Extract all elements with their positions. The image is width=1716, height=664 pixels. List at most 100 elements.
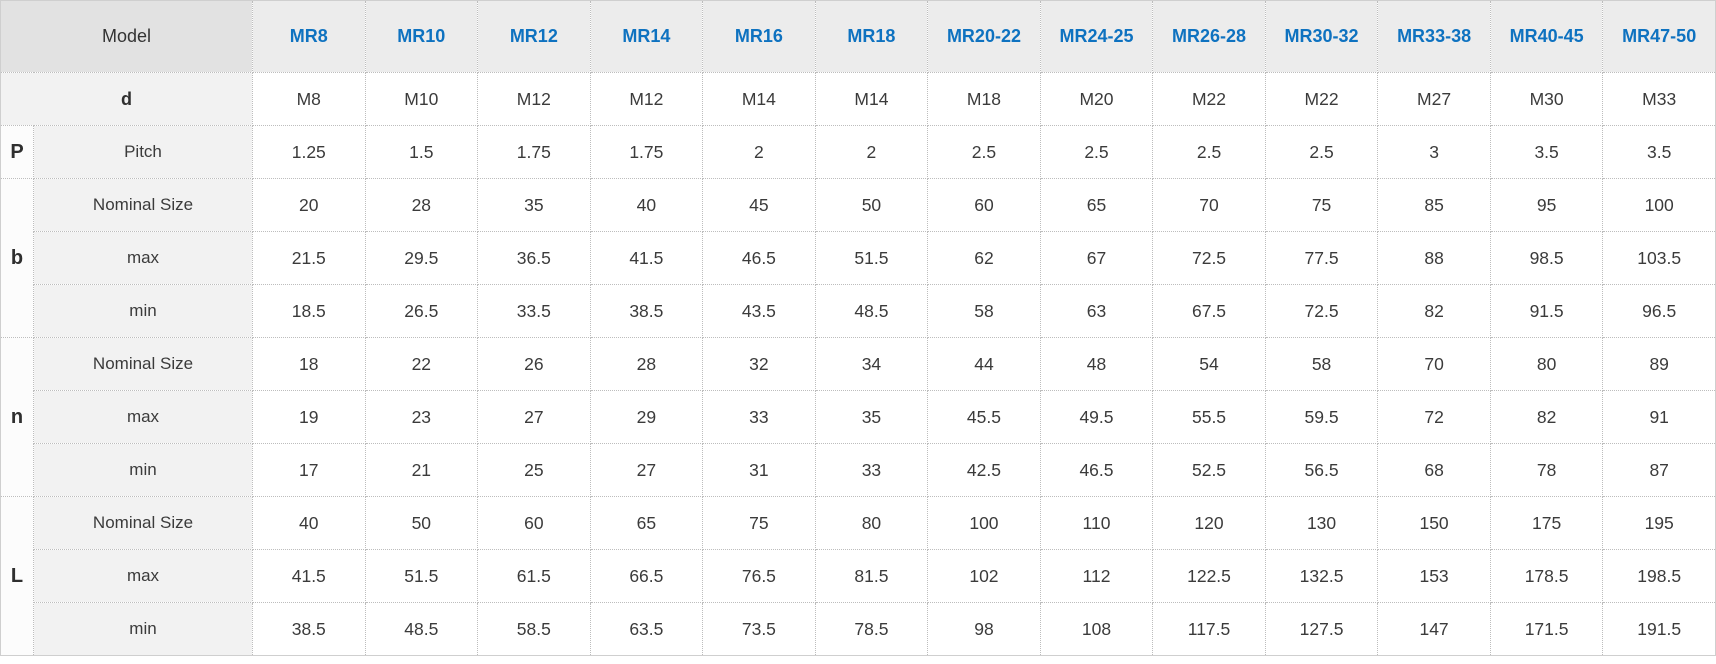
row-label-min: min: [33, 602, 253, 656]
data-cell: 46.5: [702, 231, 816, 285]
data-cell: 26: [477, 337, 591, 391]
data-cell: 33.5: [477, 284, 591, 338]
data-cell: M12: [477, 72, 591, 126]
data-cell: 81.5: [814, 549, 929, 603]
column-header: MR24-25: [1039, 0, 1154, 73]
data-cell: 32: [702, 337, 816, 391]
data-cell: 75: [702, 496, 816, 550]
data-cell: 80: [814, 496, 929, 550]
column-header: MR8: [252, 0, 366, 73]
data-cell: 2: [814, 125, 929, 179]
data-cell: 35: [814, 390, 929, 444]
data-cell: 56.5: [1264, 443, 1379, 497]
column-header: MR33-38: [1377, 0, 1491, 73]
data-cell: 178.5: [1489, 549, 1604, 603]
group-label-l: L: [0, 496, 34, 656]
data-cell: 91.5: [1489, 284, 1604, 338]
column-header: MR18: [814, 0, 929, 73]
data-cell: 77.5: [1264, 231, 1379, 285]
data-cell: 29.5: [364, 231, 479, 285]
data-cell: 2.5: [1152, 125, 1266, 179]
data-cell: 63: [1039, 284, 1154, 338]
data-cell: M27: [1377, 72, 1491, 126]
data-cell: M18: [927, 72, 1041, 126]
data-cell: 72: [1377, 390, 1491, 444]
data-cell: 3.5: [1489, 125, 1604, 179]
data-cell: 20: [252, 178, 366, 232]
data-cell: M22: [1264, 72, 1379, 126]
row-label-min: min: [33, 284, 253, 338]
data-cell: 98: [927, 602, 1041, 656]
data-cell: 45: [702, 178, 816, 232]
data-cell: 65: [589, 496, 704, 550]
data-cell: 102: [927, 549, 1041, 603]
data-cell: 132.5: [1264, 549, 1379, 603]
data-cell: M14: [814, 72, 929, 126]
data-cell: 98.5: [1489, 231, 1604, 285]
data-cell: 48.5: [814, 284, 929, 338]
data-cell: 110: [1039, 496, 1154, 550]
data-cell: 29: [589, 390, 704, 444]
data-cell: 61.5: [477, 549, 591, 603]
data-cell: 150: [1377, 496, 1491, 550]
data-cell: 44: [927, 337, 1041, 391]
data-cell: 50: [364, 496, 479, 550]
column-header: MR12: [477, 0, 591, 73]
data-cell: 2.5: [1039, 125, 1154, 179]
data-cell: 72.5: [1152, 231, 1266, 285]
column-header: MR30-32: [1264, 0, 1379, 73]
data-cell: 153: [1377, 549, 1491, 603]
data-cell: 96.5: [1602, 284, 1716, 338]
data-cell: 66.5: [589, 549, 704, 603]
column-header: MR40-45: [1489, 0, 1604, 73]
table-row: n Nominal Size 18 22 26 28 32 34 44 48 54 58 70 80 8…: [0, 337, 1716, 497]
data-cell: 58: [927, 284, 1041, 338]
data-cell: 127.5: [1264, 602, 1379, 656]
data-cell: 2.5: [1264, 125, 1379, 179]
table-row: min 17 21 25 27 31 33 42.5 46.5 52.5 56.5 68 78 87: [1, 443, 1716, 497]
data-cell: 42.5: [927, 443, 1041, 497]
data-cell: 55.5: [1152, 390, 1266, 444]
row-label-max: max: [33, 549, 253, 603]
data-cell: 85: [1377, 178, 1491, 232]
data-cell: 31: [702, 443, 816, 497]
data-cell: 28: [364, 178, 479, 232]
data-cell: 48: [1039, 337, 1154, 391]
data-cell: M33: [1602, 72, 1716, 126]
table-row: min 18.5 26.5 33.5 38.5 43.5 48.5 58 63 67.5 72.5…: [1, 284, 1716, 338]
data-cell: 89: [1602, 337, 1716, 391]
data-cell: 60: [927, 178, 1041, 232]
data-cell: 35: [477, 178, 591, 232]
data-cell: 63.5: [589, 602, 704, 656]
data-cell: 198.5: [1602, 549, 1716, 603]
data-cell: 103.5: [1602, 231, 1716, 285]
data-cell: 95: [1489, 178, 1604, 232]
row-label-max: max: [33, 390, 253, 444]
data-cell: 52.5: [1152, 443, 1266, 497]
data-cell: 82: [1489, 390, 1604, 444]
data-cell: 28: [589, 337, 704, 391]
data-cell: 58: [1264, 337, 1379, 391]
data-cell: 78: [1489, 443, 1604, 497]
data-cell: 1.5: [364, 125, 479, 179]
data-cell: 60: [477, 496, 591, 550]
data-cell: 70: [1377, 337, 1491, 391]
table-row: min 38.5 48.5 58.5 63.5 73.5 78.5 98 108 117.5 12…: [1, 602, 1716, 656]
data-cell: 41.5: [252, 549, 366, 603]
data-cell: 1.75: [589, 125, 704, 179]
data-cell: 27: [589, 443, 704, 497]
row-label-d: d: [0, 72, 253, 126]
data-cell: 3.5: [1602, 125, 1716, 179]
data-cell: 18: [252, 337, 366, 391]
data-cell: 38.5: [589, 284, 704, 338]
data-cell: 41.5: [589, 231, 704, 285]
group-label-p: P: [0, 125, 34, 179]
data-cell: 80: [1489, 337, 1604, 391]
data-cell: 191.5: [1602, 602, 1716, 656]
table-row: max 41.5 51.5 61.5 66.5 76.5 81.5 102 112 122.5 1…: [1, 549, 1716, 603]
column-header: MR14: [589, 0, 704, 73]
data-cell: 21.5: [252, 231, 366, 285]
data-cell: 1.75: [477, 125, 591, 179]
table-row: max 19 23 27 29 33 35 45.5 49.5 55.5 59.5 72 82 91: [1, 390, 1716, 444]
